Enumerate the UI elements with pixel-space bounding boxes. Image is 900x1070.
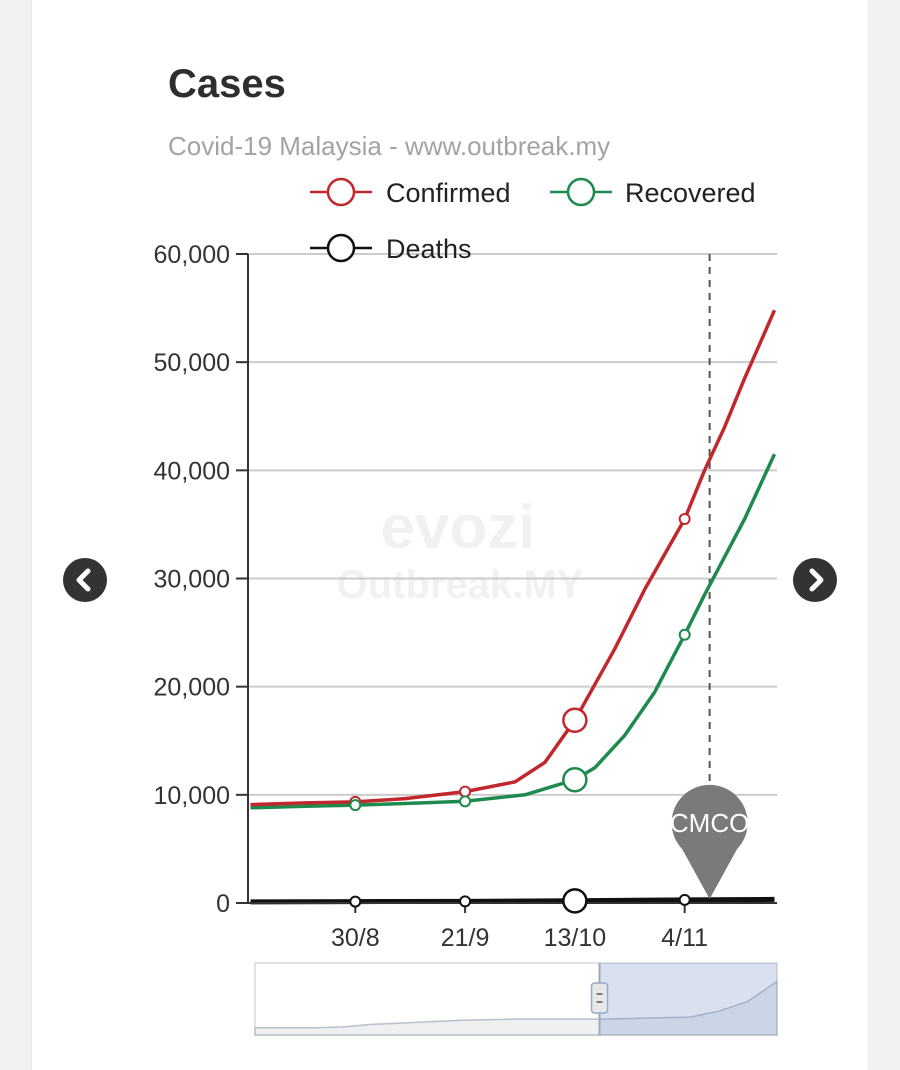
hover-point-recovered[interactable] [562,766,588,793]
legend-label-deaths[interactable]: Deaths [386,234,472,264]
legend-label-recovered[interactable]: Recovered [625,178,756,208]
chevron-right-icon [809,568,824,592]
navigator-handle[interactable] [590,982,609,1014]
cmco-marker-label: CMCO [670,808,749,838]
legend-symbol[interactable] [566,177,596,207]
legend-symbol[interactable] [326,177,356,207]
next-chart-button[interactable] [793,558,837,602]
y-tick-label: 40,000 [154,457,230,485]
data-point-deaths[interactable] [459,895,472,908]
data-point-confirmed[interactable] [459,785,472,798]
x-tick-label: 4/11 [661,924,708,952]
y-tick-label: 10,000 [154,782,230,810]
y-tick-label: 50,000 [154,349,230,377]
hover-point-deaths[interactable] [562,888,588,914]
x-tick-label: 21/9 [441,924,490,952]
chart-title: Cases [168,62,286,106]
cmco-marker-pin[interactable] [671,784,748,899]
data-point-confirmed[interactable] [678,513,691,526]
data-point-deaths[interactable] [349,895,362,908]
watermark-site: Outbreak.MY [337,563,584,607]
chart-subtitle: Covid-19 Malaysia - www.outbreak.my [168,131,611,161]
x-tick-label: 13/10 [544,924,607,952]
y-tick-label: 60,000 [154,241,230,269]
chart-card: Cases Covid-19 Malaysia - www.outbreak.m… [32,0,868,1070]
series-line-recovered [250,453,777,810]
y-tick-label: 30,000 [154,566,230,594]
y-tick-label: 0 [216,890,230,918]
data-point-recovered[interactable] [459,795,472,808]
watermark-brand: evozi [380,493,535,562]
series-line-deaths [250,896,775,905]
data-point-deaths[interactable] [678,893,691,906]
hover-point-confirmed[interactable] [562,707,588,733]
x-tick-label: 30/8 [331,924,380,952]
data-point-recovered[interactable] [349,799,362,812]
navigator-series-area [254,980,778,1036]
prev-chart-button[interactable] [63,558,107,602]
legend-label-confirmed[interactable]: Confirmed [386,178,511,208]
chevron-left-icon [76,568,91,592]
y-tick-label: 20,000 [154,674,230,702]
data-point-recovered[interactable] [678,628,691,641]
navigator-selection[interactable] [599,963,777,1035]
legend-symbol[interactable] [326,233,356,263]
